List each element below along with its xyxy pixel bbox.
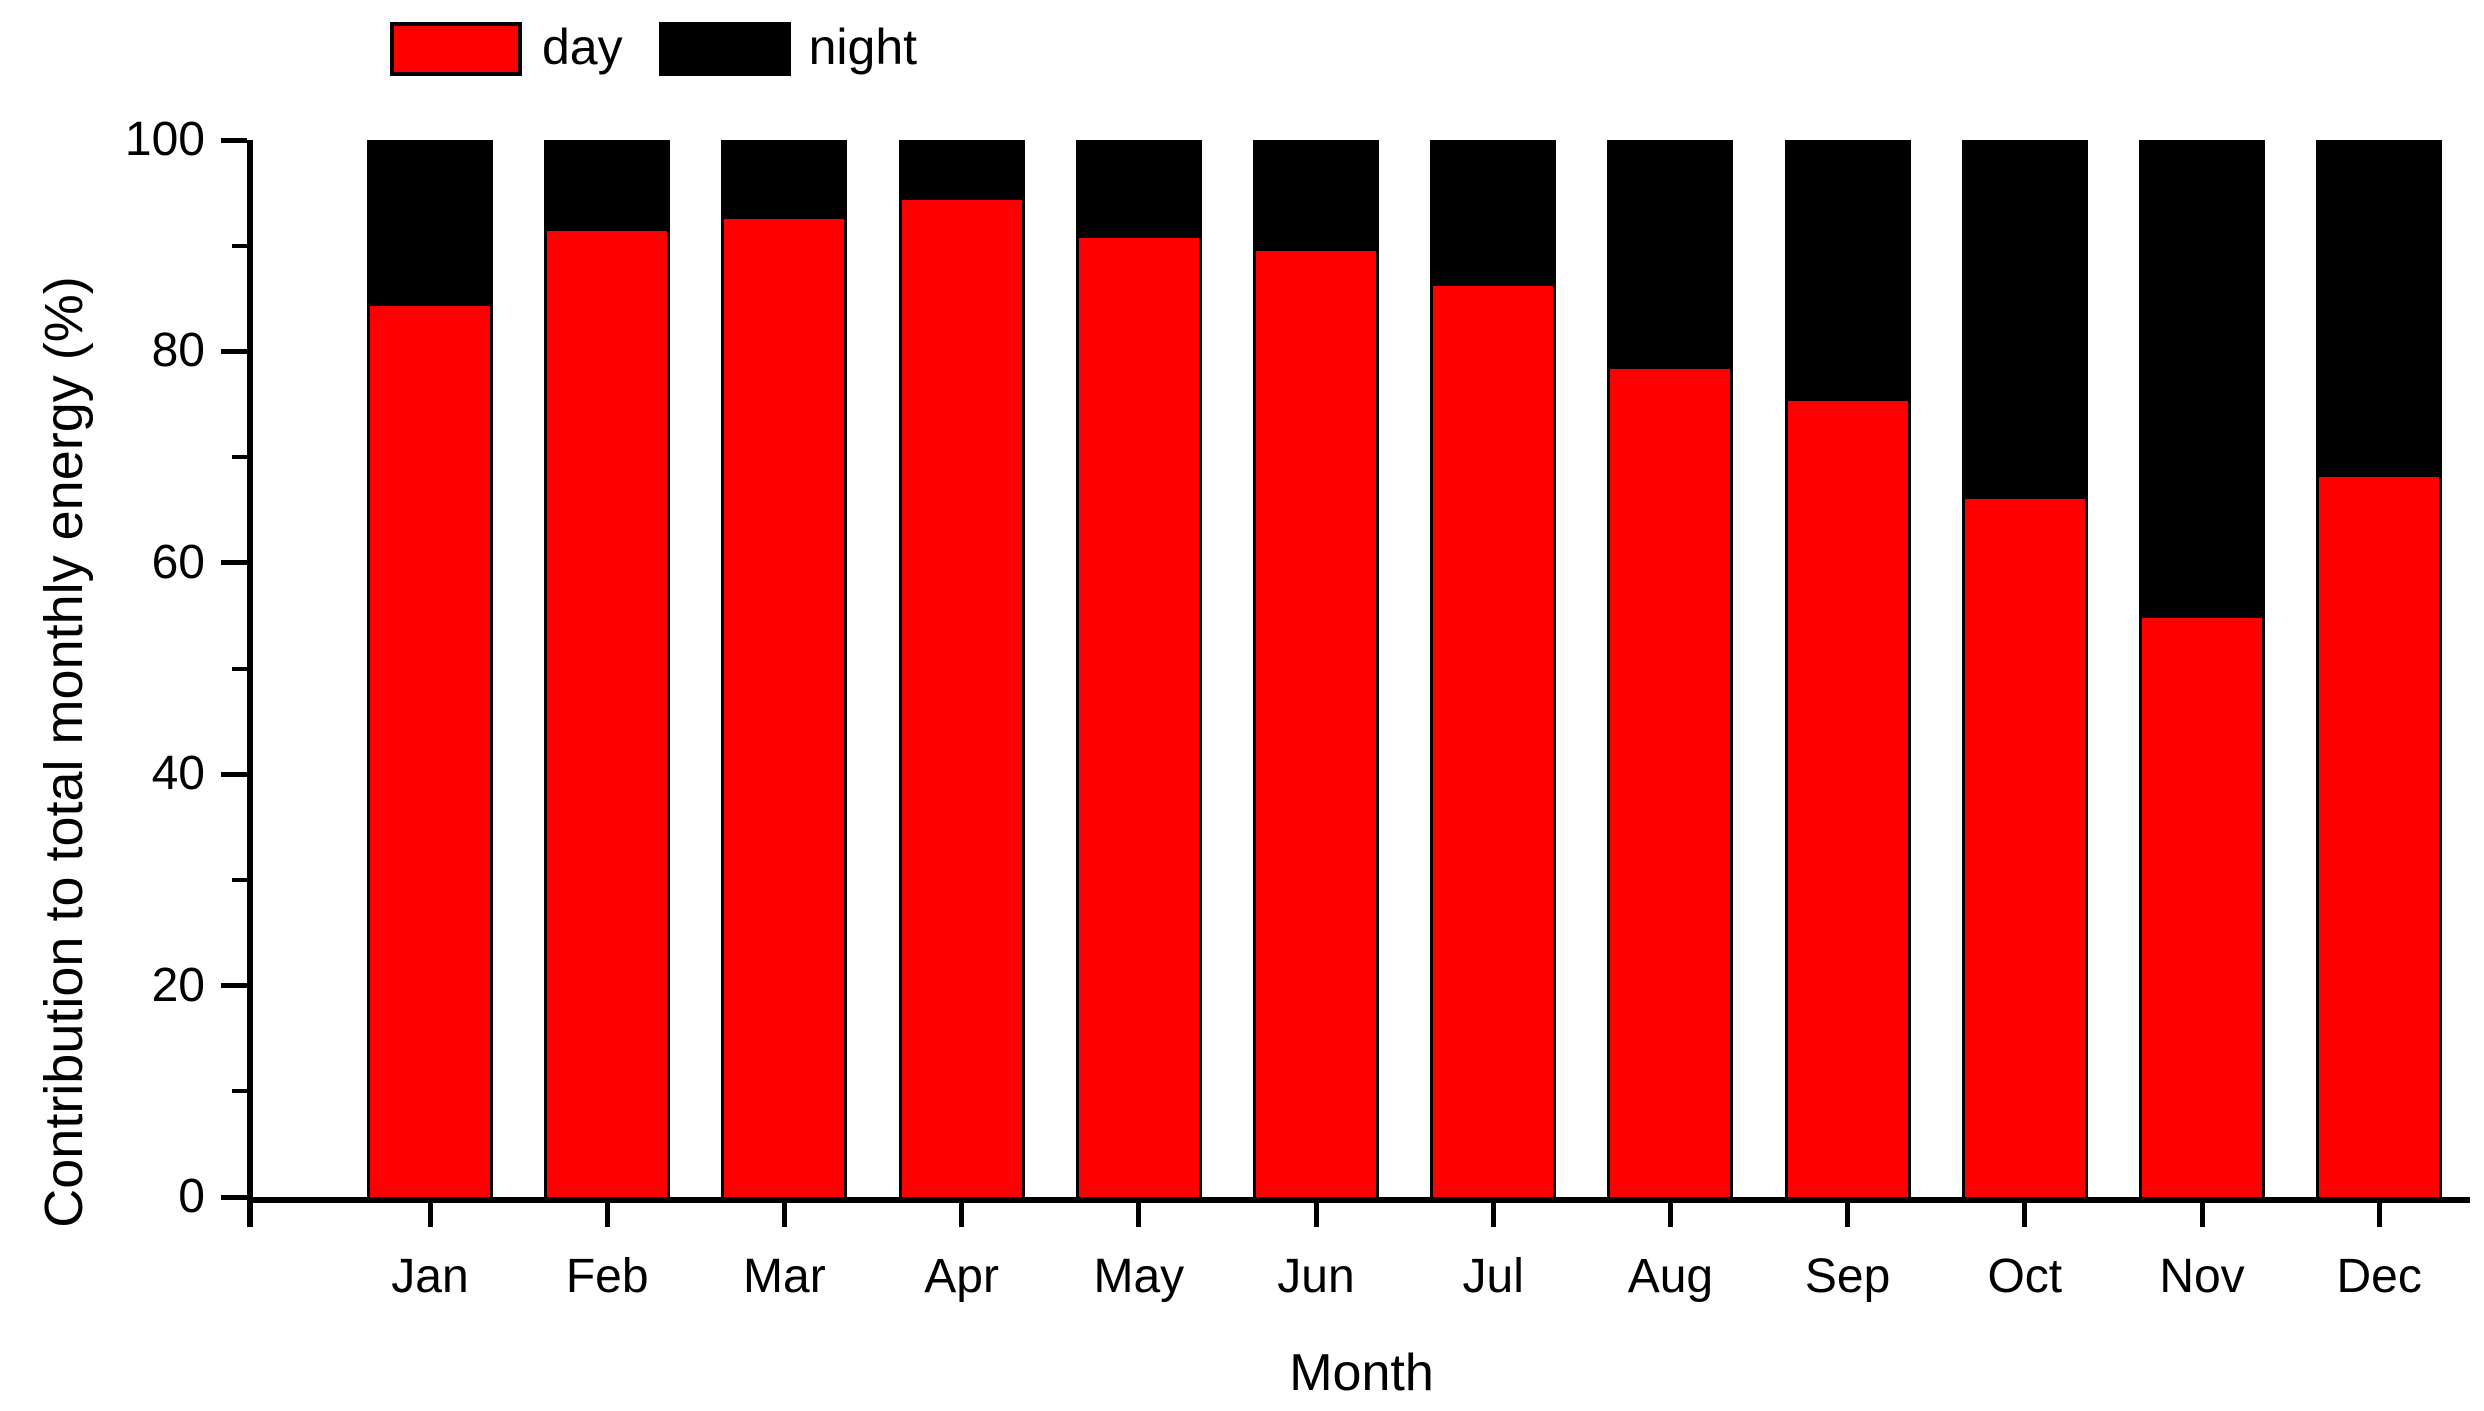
bar-sep-night-segment bbox=[1787, 143, 1908, 399]
y-minor-tick bbox=[232, 243, 247, 248]
x-tick bbox=[2199, 1203, 2205, 1227]
bar-oct-day-segment bbox=[1964, 496, 2085, 1197]
bar-mar-night-segment bbox=[724, 143, 845, 216]
y-tick bbox=[221, 348, 247, 354]
bar-apr-night-segment bbox=[901, 143, 1022, 197]
bar-sep-day-segment bbox=[1787, 398, 1908, 1197]
x-tick bbox=[781, 1203, 787, 1227]
bar-jul-night-segment bbox=[1433, 143, 1554, 283]
bar-mar bbox=[721, 140, 848, 1197]
y-tick-label: 20 bbox=[151, 958, 205, 1012]
y-axis-line bbox=[247, 140, 253, 1227]
y-minor-tick bbox=[232, 455, 247, 460]
y-tick bbox=[221, 1194, 247, 1200]
x-tick bbox=[1136, 1203, 1142, 1227]
bar-dec-day-segment bbox=[2319, 474, 2440, 1197]
bar-jun-night-segment bbox=[1256, 143, 1376, 249]
bar-sep bbox=[1784, 140, 1911, 1197]
bar-jun bbox=[1253, 140, 1379, 1197]
bar-aug-day-segment bbox=[1610, 365, 1731, 1197]
y-tick bbox=[221, 983, 247, 989]
bar-nov-day-segment bbox=[2142, 614, 2262, 1197]
x-tick-label-aug: Aug bbox=[1627, 1250, 1714, 1303]
bar-jan bbox=[367, 140, 493, 1197]
x-axis-title: Month bbox=[1289, 1344, 1434, 1402]
legend-day-swatch bbox=[390, 22, 522, 76]
x-tick bbox=[604, 1203, 610, 1227]
x-tick bbox=[427, 1203, 433, 1227]
bar-nov bbox=[2139, 140, 2265, 1197]
x-tick-label-jul: Jul bbox=[1462, 1250, 1524, 1303]
y-tick-label: 100 bbox=[124, 113, 205, 166]
x-tick bbox=[1667, 1203, 1673, 1227]
bar-oct-night-segment bbox=[1964, 143, 2085, 497]
bar-aug-night-segment bbox=[1610, 143, 1731, 366]
y-tick-label: 40 bbox=[151, 747, 205, 801]
y-minor-tick bbox=[232, 877, 247, 882]
x-tick-label-dec: Dec bbox=[2336, 1250, 2422, 1303]
bar-jan-night-segment bbox=[370, 143, 490, 303]
x-tick bbox=[1845, 1203, 1851, 1227]
x-tick bbox=[1313, 1203, 1319, 1227]
x-tick bbox=[959, 1203, 965, 1227]
plot-area: Month 0 20 40 60 80 100 Jan Feb Mar Apr May Jun Jul A… bbox=[125, 116, 2470, 1402]
bar-jan-day-segment bbox=[370, 302, 490, 1197]
y-minor-tick bbox=[232, 666, 247, 671]
bar-oct bbox=[1961, 140, 2088, 1197]
bar-feb-day-segment bbox=[547, 228, 668, 1197]
x-tick-label-jan: Jan bbox=[391, 1250, 469, 1303]
legend-day-label: day bbox=[542, 19, 623, 75]
bar-jul-day-segment bbox=[1433, 282, 1554, 1197]
x-tick-label-mar: Mar bbox=[743, 1250, 826, 1303]
y-tick bbox=[221, 560, 247, 566]
x-tick-label-sep: Sep bbox=[1804, 1250, 1891, 1303]
bar-may bbox=[1075, 140, 1202, 1197]
x-tick-label-jun: Jun bbox=[1277, 1250, 1355, 1303]
y-tick bbox=[221, 771, 247, 777]
legend: day night bbox=[390, 22, 917, 76]
x-tick-label-apr: Apr bbox=[924, 1250, 999, 1303]
x-tick bbox=[2376, 1203, 2382, 1227]
legend-night-label: night bbox=[808, 19, 918, 75]
bar-aug bbox=[1607, 140, 1734, 1197]
bar-jun-day-segment bbox=[1256, 248, 1376, 1197]
bar-nov-night-segment bbox=[2142, 143, 2262, 615]
bar-feb bbox=[544, 140, 671, 1197]
bar-feb-night-segment bbox=[547, 143, 668, 229]
x-tick-label-nov: Nov bbox=[2159, 1250, 2245, 1303]
y-tick bbox=[221, 137, 247, 143]
bar-jul bbox=[1430, 140, 1557, 1197]
x-tick bbox=[2022, 1203, 2028, 1227]
y-minor-tick bbox=[232, 1089, 247, 1094]
y-tick-label: 0 bbox=[178, 1170, 205, 1223]
bar-apr bbox=[898, 140, 1025, 1197]
bar-may-day-segment bbox=[1078, 235, 1199, 1197]
bar-dec-night-segment bbox=[2319, 143, 2440, 475]
x-tick bbox=[1490, 1203, 1496, 1227]
legend-night-swatch bbox=[658, 22, 791, 76]
y-tick-label: 80 bbox=[151, 324, 205, 378]
x-tick-label-feb: Feb bbox=[565, 1250, 649, 1303]
x-axis-line bbox=[247, 1197, 2470, 1203]
bar-mar-day-segment bbox=[724, 215, 845, 1197]
bar-may-night-segment bbox=[1078, 143, 1199, 236]
bar-apr-day-segment bbox=[901, 196, 1022, 1197]
bar-dec bbox=[2316, 140, 2443, 1197]
x-tick-label-may: May bbox=[1093, 1250, 1185, 1303]
x-tick-label-oct: Oct bbox=[1987, 1250, 2063, 1303]
y-tick-label: 60 bbox=[151, 535, 205, 589]
y-axis-title: Contribution to total monthly energy (%) bbox=[34, 276, 94, 1228]
